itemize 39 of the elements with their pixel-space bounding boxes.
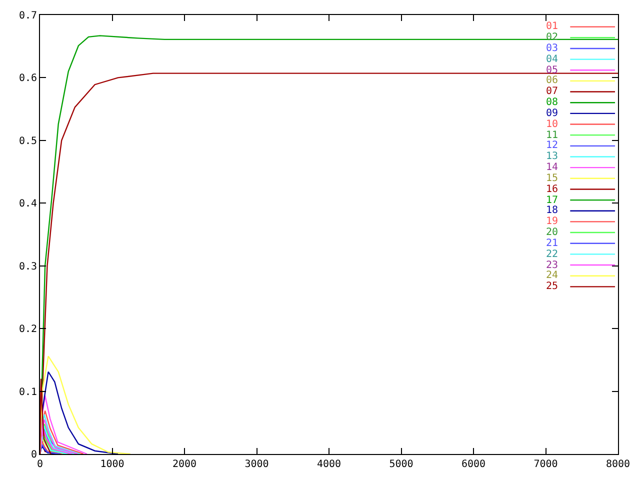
- legend-label: 25: [546, 281, 558, 292]
- legend-label: 03: [546, 43, 558, 54]
- legend-label: 13: [546, 151, 558, 162]
- x-tick-label: 1000: [100, 459, 124, 470]
- legend-label: 19: [546, 216, 558, 227]
- x-tick-label: 3000: [244, 459, 269, 470]
- legend-label: 06: [546, 75, 558, 86]
- x-tick-label: 6000: [461, 459, 486, 470]
- legend-label: 10: [546, 119, 558, 130]
- legend-label: 15: [546, 173, 558, 184]
- x-tick-label: 7000: [534, 459, 558, 470]
- legend-label: 04: [546, 54, 558, 65]
- legend-label: 16: [546, 184, 558, 195]
- legend-label: 20: [546, 227, 558, 238]
- legend-label: 14: [546, 162, 558, 173]
- x-tick-label: 8000: [606, 459, 630, 470]
- y-tick-label: 0.7: [18, 10, 37, 22]
- legend-label: 11: [546, 130, 558, 141]
- x-tick-label: 4000: [316, 459, 342, 470]
- legend-label: 23: [546, 260, 558, 271]
- y-tick-label: 0.2: [18, 324, 37, 336]
- y-tick-label: 0: [30, 450, 37, 460]
- legend-label: 24: [546, 270, 558, 281]
- y-tick-label: 0.1: [18, 386, 37, 398]
- y-tick-label: 0.6: [18, 73, 37, 84]
- legend-label: 09: [546, 108, 558, 119]
- legend-label: 22: [546, 249, 558, 260]
- legend-label: 08: [546, 97, 558, 108]
- y-tick-label: 0.3: [18, 261, 37, 272]
- legend-label: 01: [546, 21, 558, 32]
- x-tick-label: 5000: [389, 459, 414, 470]
- legend-label: 17: [546, 195, 558, 206]
- legend-label: 18: [546, 205, 558, 216]
- y-tick-label: 0.4: [18, 198, 37, 210]
- legend-label: 12: [546, 140, 558, 151]
- y-tick-label: 0.5: [18, 136, 37, 147]
- x-tick-label: 2000: [172, 459, 197, 470]
- legend-label: 07: [546, 86, 558, 97]
- legend-label: 21: [546, 238, 558, 249]
